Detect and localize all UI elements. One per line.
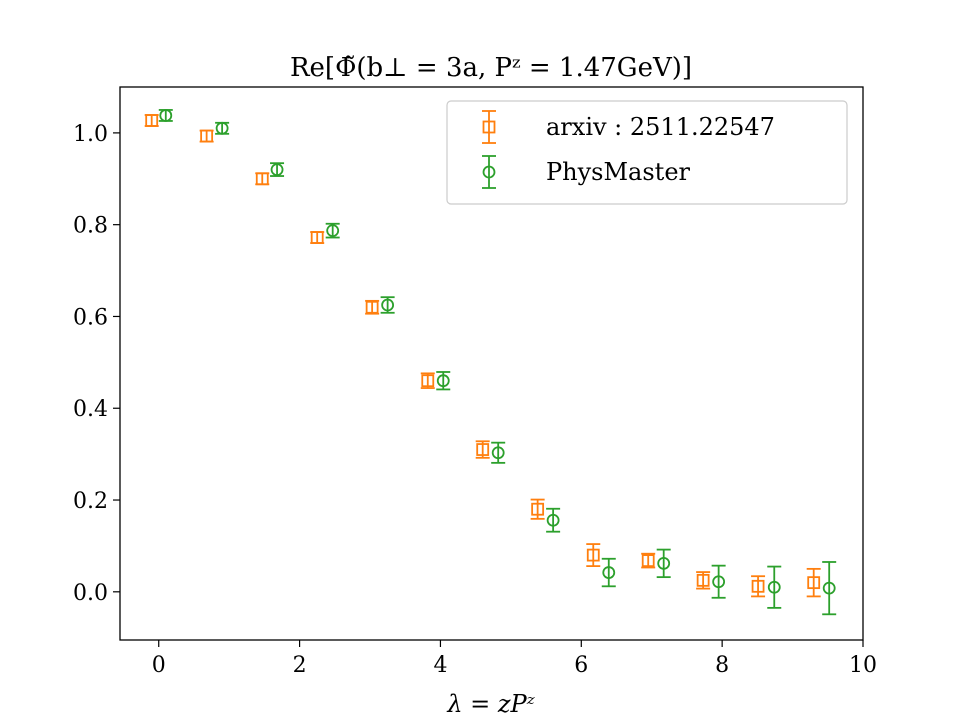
circle-marker	[491, 446, 505, 460]
x-tick-label: 6	[574, 653, 588, 678]
square-marker	[145, 114, 159, 127]
legend: arxiv : 2511.22547 PhysMaster	[446, 100, 848, 205]
error-bar	[491, 441, 506, 464]
data-point	[475, 440, 490, 459]
error-bar	[806, 567, 821, 598]
legend-entry: PhysMaster	[482, 155, 691, 189]
data-point	[199, 129, 214, 143]
data-point	[696, 571, 711, 590]
square-marker	[255, 172, 269, 186]
x-tick-label: 2	[293, 653, 307, 678]
axis-ticks: 0 2 4 6 8 10 0.0 0.2 0.4 0.6 0.8 1.0	[73, 122, 877, 678]
data-point	[270, 162, 285, 177]
circle-marker	[602, 566, 616, 579]
legend-items: arxiv : 2511.22547 PhysMaster	[482, 110, 775, 189]
error-bar	[641, 552, 656, 569]
circle-marker	[712, 575, 726, 589]
data-point	[325, 222, 340, 239]
error-bar	[601, 557, 616, 588]
data-point	[365, 299, 380, 315]
y-tick-label: 1.0	[73, 122, 108, 147]
legend-label: arxiv : 2511.22547	[546, 113, 775, 141]
legend-entry: arxiv : 2511.22547	[482, 110, 775, 144]
error-bar	[711, 564, 726, 599]
square-marker	[751, 579, 765, 593]
x-tick-label: 10	[849, 653, 877, 678]
x-tick-label: 8	[715, 653, 729, 678]
y-tick-label: 0.0	[73, 581, 108, 606]
chart-title: Re[Φ̃(b⊥ = 3a, Pᶻ = 1.47GeV)]	[290, 53, 692, 83]
error-bar	[656, 548, 671, 579]
data-point	[491, 441, 506, 464]
error-bar	[325, 222, 340, 239]
plot-frame	[119, 86, 864, 641]
circle-marker	[270, 163, 284, 177]
circle-marker	[546, 513, 560, 527]
data-point	[436, 371, 451, 391]
legend-box	[446, 100, 848, 205]
square-marker	[531, 502, 545, 516]
data-point	[822, 561, 837, 616]
x-tick-label: 4	[433, 653, 447, 678]
error-bar	[365, 299, 380, 315]
data-point	[310, 231, 325, 244]
data-point	[586, 543, 601, 568]
circle-marker	[657, 556, 671, 570]
circle-marker	[159, 109, 173, 122]
error-bar	[767, 565, 782, 609]
error-bar	[546, 507, 561, 533]
x-axis-label: λ = zPᶻ	[446, 690, 535, 718]
y-tick-label: 0.2	[73, 489, 108, 514]
data-point	[751, 575, 766, 598]
error-bar	[530, 498, 545, 520]
data-point	[546, 507, 561, 533]
data-point	[530, 498, 545, 520]
error-bar	[822, 561, 837, 616]
circle-marker	[482, 165, 496, 179]
circle-marker	[381, 298, 395, 312]
square-marker	[476, 443, 490, 456]
error-bar	[482, 155, 496, 189]
data-point	[767, 565, 782, 609]
error-bar	[751, 575, 766, 598]
square-marker	[200, 129, 214, 143]
legend-label: PhysMaster	[546, 158, 691, 186]
circle-marker	[215, 121, 229, 135]
square-marker	[586, 548, 600, 562]
x-tick-label: 0	[152, 653, 166, 678]
data-point	[711, 564, 726, 599]
data-point	[215, 121, 230, 135]
data-point	[420, 372, 435, 389]
square-marker	[696, 573, 710, 587]
data-point	[656, 548, 671, 579]
square-marker	[482, 120, 496, 134]
square-marker	[807, 576, 821, 590]
circle-marker	[326, 224, 340, 238]
square-marker	[310, 231, 324, 244]
series-square	[144, 114, 821, 598]
data-point	[806, 567, 821, 598]
circle-marker	[436, 374, 450, 388]
data-point	[255, 172, 270, 186]
error-bar	[270, 162, 285, 177]
error-bar	[586, 543, 601, 568]
square-marker	[641, 554, 655, 568]
square-marker	[421, 374, 435, 388]
circle-marker	[822, 581, 836, 595]
error-bar	[482, 110, 496, 144]
y-tick-label: 0.4	[73, 397, 108, 422]
data-point	[158, 109, 173, 122]
data-point	[144, 114, 159, 127]
series-circle	[158, 109, 837, 616]
y-tick-label: 0.6	[73, 305, 108, 330]
square-marker	[365, 300, 379, 314]
data-point	[641, 552, 656, 569]
circle-marker	[767, 580, 781, 594]
data-point	[380, 296, 395, 314]
y-tick-label: 0.8	[73, 214, 108, 239]
series-layer	[144, 109, 837, 616]
data-point	[601, 557, 616, 588]
